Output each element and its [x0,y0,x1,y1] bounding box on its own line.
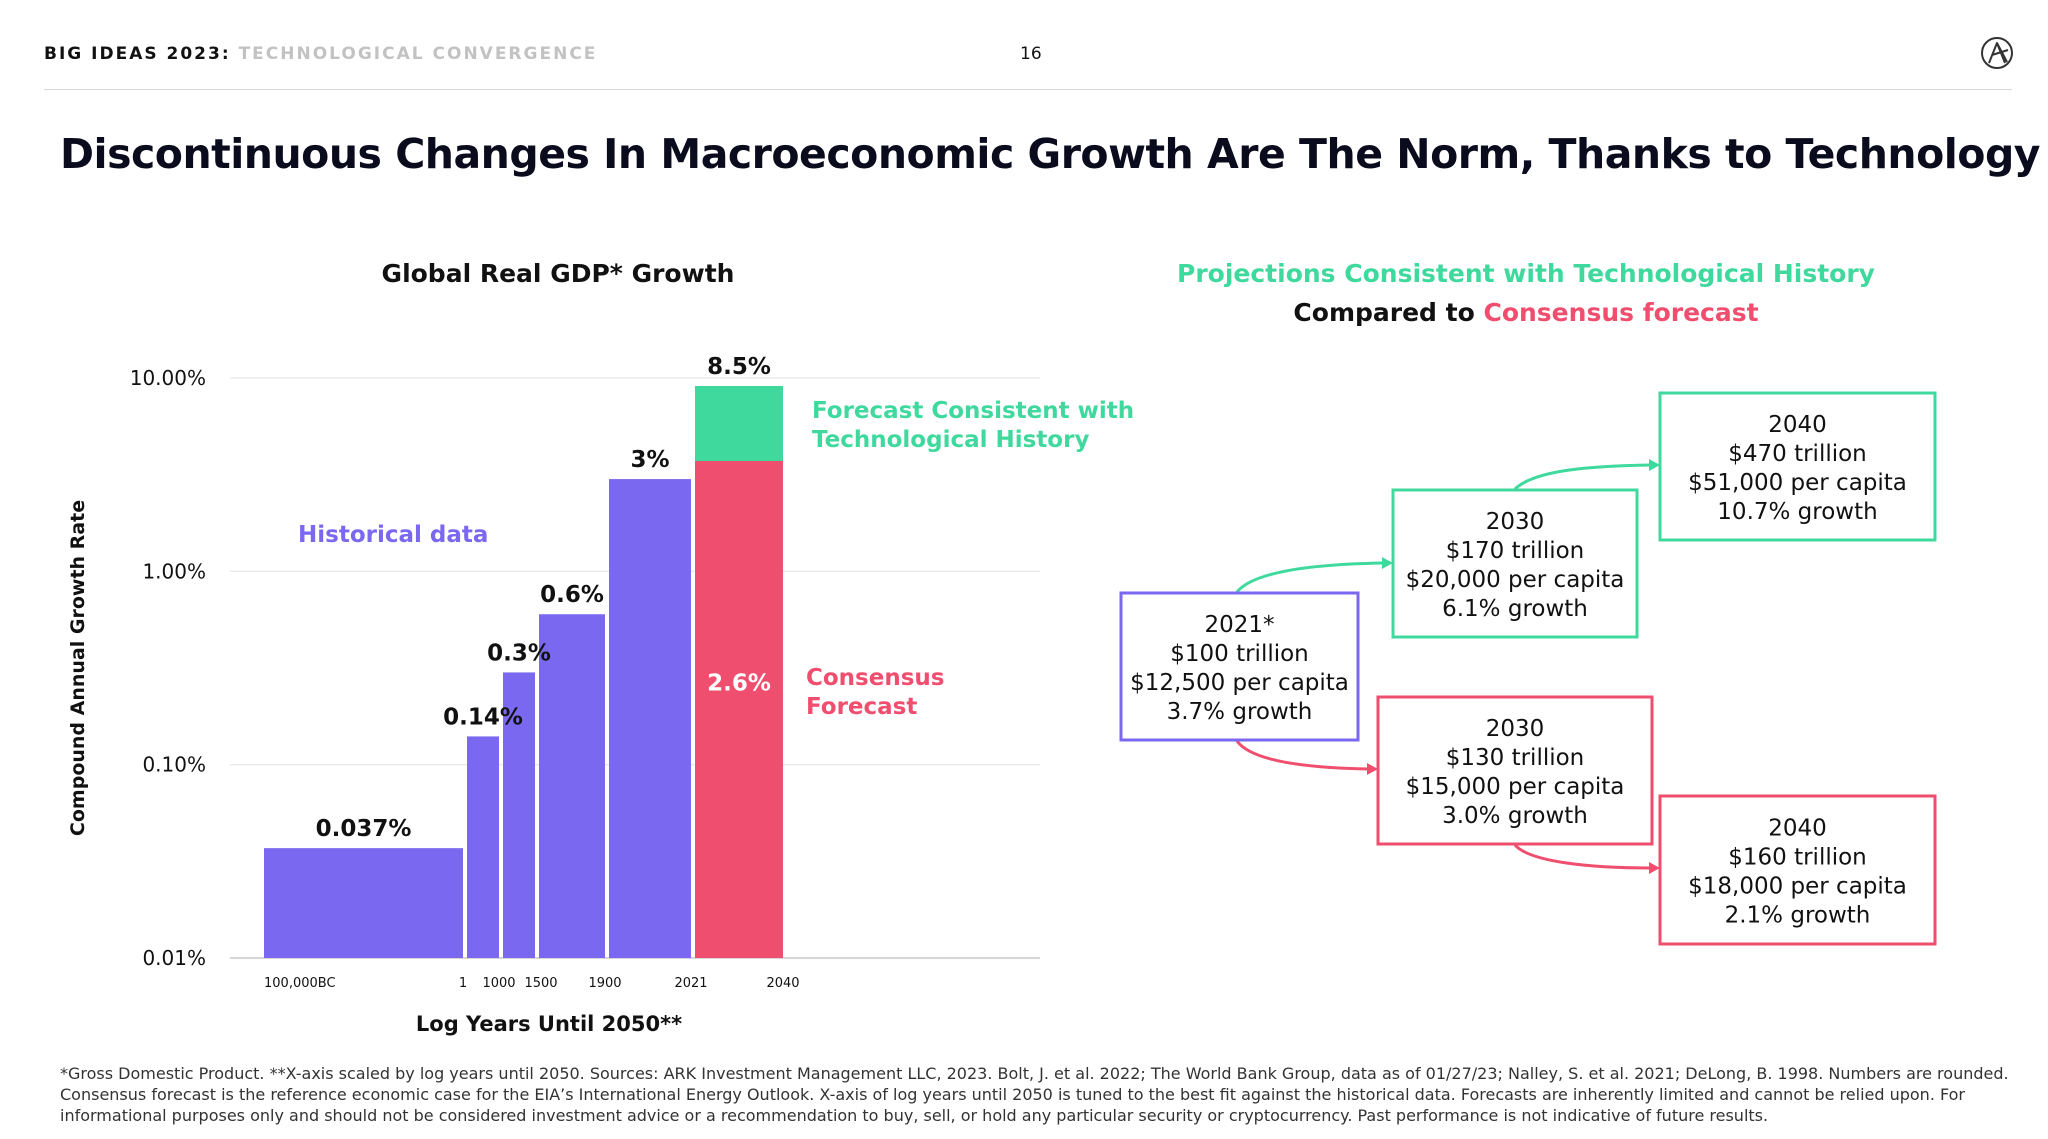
technology-forecast-bar [695,386,783,461]
x-axis-label: Log Years Until 2050** [416,1012,682,1036]
projection-box-tech-2040: 2040 $470 trillion $51,000 per capita 10.7%… [1658,391,1937,542]
projection-box-line: 3.0% growth [1442,803,1588,829]
arrow-tech-2030-to-tech-2040 [1513,463,1652,491]
x-tick-label: 100,000BC [264,976,336,991]
footnote-line-1: *Gross Domestic Product. **X-axis scaled… [60,1064,2009,1083]
projections-heading-highlight: Consensus forecast [1483,298,1758,327]
chart-bars [264,386,783,958]
projections-heading-prefix: Compared to [1293,298,1483,327]
chart-title: Global Real GDP* Growth [382,259,735,288]
x-tick-label: 1000 [482,976,515,991]
projection-box-line: $51,000 per capita [1688,470,1907,496]
projection-box-border [1376,695,1654,846]
consensus-annotation-line1: Consensus [806,665,944,691]
projection-box-border [1658,391,1937,542]
projection-box-line: 6.1% growth [1442,596,1588,622]
footnote: *Gross Domestic Product. **X-axis scaled… [60,1063,2009,1126]
x-tick-label: 2021 [674,976,707,991]
technology-annotation-line2: Technological History [812,427,1089,453]
y-tick-label: 0.01% [142,946,206,970]
consensus-forecast-label: 2.6% [707,671,771,697]
y-tick-label: 10.00% [130,366,206,390]
y-tick-label: 1.00% [142,559,206,583]
projections-heading-line2: Compared to Consensus forecast [1293,298,1758,327]
page-number: 16 [1020,44,1042,64]
deck-header: BIG IDEAS 2023: TECHNOLOGICAL CONVERGENC… [44,44,597,64]
arrow-cons-2030-to-cons-2040-head [1649,862,1660,874]
historical-0-3-bar [503,672,535,958]
projection-box-line: 2040 [1768,412,1827,438]
footnote-line-2: Consensus forecast is the reference econ… [60,1085,1965,1104]
projection-box-border [1391,488,1639,639]
projection-box-2021: 2021* $100 trillion $12,500 per capita 3.7%… [1119,591,1360,742]
projection-box-line: 2030 [1486,509,1545,535]
projection-box-cons-2040: 2040 $160 trillion $18,000 per capita 2.1% … [1658,794,1937,946]
projection-box-line: $15,000 per capita [1406,774,1625,800]
projection-box-line: $20,000 per capita [1406,567,1625,593]
projection-boxes: 2021* $100 trillion $12,500 per capita 3.7%… [1119,391,1937,946]
x-tick-label: 2040 [766,976,799,991]
projection-box-line: $130 trillion [1446,745,1585,771]
x-tick-label: 1900 [588,976,621,991]
historical-3-label: 3% [630,447,669,473]
projection-box-line: $470 trillion [1728,441,1867,467]
projection-box-cons-2030: 2030 $130 trillion $15,000 per capita 3.0% … [1376,695,1654,846]
x-tick-label: 1500 [524,976,557,991]
projection-box-line: 3.7% growth [1167,699,1313,725]
chart-canvas: 10.00% 1.00% 0.10% 0.01% 100,000BC 1 1000 1500 1… [67,259,1937,1036]
chart-labels: 10.00% 1.00% 0.10% 0.01% 100,000BC 1 1000 1500 1… [130,354,800,991]
projection-box-line: $160 trillion [1728,845,1867,871]
projection-box-line: 10.7% growth [1717,499,1877,525]
y-tick-label: 0.10% [142,753,206,777]
projection-arrows [1235,459,1660,874]
historical-0-14-bar [467,736,499,958]
consensus-forecast-bar [695,461,783,958]
projection-box-border [1658,794,1937,946]
historical-3-bar [609,479,691,958]
deck-section: TECHNOLOGICAL CONVERGENCE [238,44,598,64]
projection-box-border [1119,591,1360,742]
y-axis-label: Compound Annual Growth Rate [67,500,89,836]
deck-series: BIG IDEAS 2023 [44,44,222,64]
deck-separator: : [221,44,231,64]
historical-0-6-label: 0.6% [540,582,604,608]
header-divider [44,89,2012,90]
historical-0-037-label: 0.037% [316,816,412,842]
historical-annotation: Historical data [298,522,488,548]
technology-annotation-line1: Forecast Consistent with [812,398,1134,424]
projection-box-tech-2030: 2030 $170 trillion $20,000 per capita 6.1% … [1391,488,1639,639]
x-tick-label: 1 [459,976,467,991]
projection-box-line: 2021* [1204,612,1274,638]
page-title: Discontinuous Changes In Macroeconomic G… [60,130,2041,178]
arrow-cons-2030-to-cons-2040 [1513,843,1652,870]
historical-0-6-bar [539,614,605,958]
projection-box-line: $18,000 per capita [1688,874,1907,900]
projections-heading-line1: Projections Consistent with Technologica… [1177,259,1875,288]
historical-0-14-label: 0.14% [443,704,523,730]
arrow-2021-to-tech-2030 [1235,561,1385,594]
arrow-tech-2030-to-tech-2040-head [1649,459,1660,471]
projection-box-line: 2030 [1486,716,1545,742]
historical-0-3-label: 0.3% [487,640,551,666]
historical-0-037-bar [264,848,463,958]
projection-box-line: $100 trillion [1170,641,1309,667]
arrow-2021-to-tech-2030-head [1382,557,1393,569]
arrow-2021-to-cons-2030 [1235,740,1370,771]
arrow-2021-to-cons-2030-head [1367,763,1378,775]
consensus-annotation-line2: Forecast [806,694,917,720]
technology-forecast-label: 8.5% [707,354,771,380]
ark-logo-icon [1981,37,2013,69]
footnote-line-3: informational purposes only and should n… [60,1106,1769,1125]
projection-box-line: $170 trillion [1446,538,1585,564]
projection-box-line: 2040 [1768,816,1827,842]
projection-box-line: $12,500 per capita [1130,670,1349,696]
projection-box-line: 2.1% growth [1725,903,1871,929]
